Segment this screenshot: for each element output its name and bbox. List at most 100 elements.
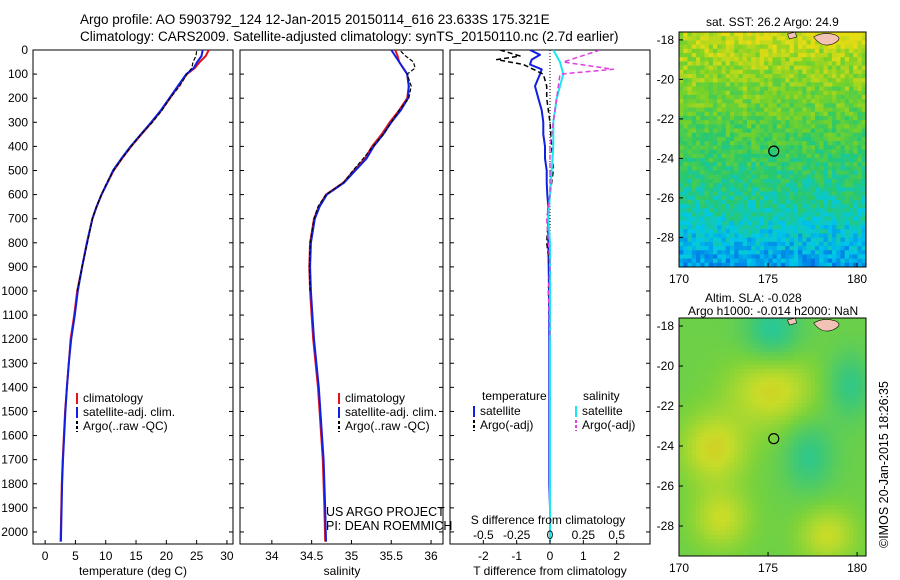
- map-cell: [696, 500, 701, 506]
- map-cell: [734, 216, 739, 222]
- map-cell: [798, 204, 803, 209]
- map-cell: [793, 449, 799, 455]
- map-cell: [734, 471, 739, 476]
- map-cell: [700, 369, 705, 374]
- map-cell: [840, 454, 846, 459]
- map-cell: [696, 262, 701, 267]
- map-cell: [755, 99, 761, 104]
- map-cell: [819, 517, 824, 523]
- map-cell: [747, 241, 752, 247]
- map-cell: [776, 99, 782, 104]
- map-cell: [713, 386, 718, 391]
- map-cell: [785, 424, 790, 429]
- map-cell: [700, 103, 705, 109]
- map-cell: [849, 496, 854, 502]
- map-cell: [819, 505, 824, 510]
- map-cell: [717, 61, 722, 67]
- map-cell: [793, 369, 799, 374]
- map-cell: [734, 204, 739, 209]
- map-cell: [819, 471, 824, 476]
- map-cell: [700, 212, 705, 218]
- map-cell: [810, 52, 816, 58]
- map-cell: [802, 107, 807, 113]
- map-cell: [721, 420, 727, 425]
- map-cell: [798, 107, 803, 113]
- map-cell: [751, 530, 756, 536]
- map-cell: [776, 330, 782, 336]
- map-cell: [832, 183, 837, 188]
- map-cell: [827, 183, 833, 188]
- map-cell: [802, 57, 807, 62]
- map-cell: [819, 454, 824, 459]
- map-cell: [802, 437, 807, 442]
- map-cell: [747, 258, 752, 264]
- map-cell: [742, 183, 748, 188]
- map-cell: [772, 157, 778, 163]
- map-cell: [768, 195, 773, 201]
- map-cell: [857, 149, 863, 155]
- map-cell: [785, 115, 790, 121]
- map-cell: [849, 107, 854, 113]
- map-cell: [738, 258, 744, 264]
- map-cell: [853, 204, 858, 209]
- map-cell: [819, 488, 824, 493]
- map-cell: [687, 411, 693, 417]
- map-cell: [751, 330, 756, 336]
- map-cell: [785, 94, 790, 100]
- map-cell: [764, 40, 769, 46]
- map-cell: [700, 441, 705, 446]
- map-cell: [713, 162, 718, 167]
- map-cell: [730, 390, 735, 395]
- map-cell: [836, 241, 841, 247]
- map-cell: [840, 32, 846, 37]
- map-cell: [832, 505, 837, 510]
- map-cell: [747, 132, 752, 138]
- map-cell: [730, 441, 735, 446]
- map-cell: [815, 360, 820, 366]
- map-cell: [687, 86, 693, 92]
- map-cell: [793, 220, 799, 226]
- map-cell: [764, 411, 769, 417]
- map-cell: [747, 73, 752, 79]
- map-cell: [725, 462, 731, 468]
- depth-axis-labels: 0100200300400500600700800900100011001200…: [1, 43, 28, 539]
- map-cell: [857, 496, 863, 502]
- map-cell: [683, 432, 688, 438]
- map-cell: [768, 124, 773, 130]
- map-cell: [789, 475, 795, 480]
- map-cell: [836, 403, 841, 408]
- map-cell: [789, 522, 795, 527]
- map-cell: [853, 407, 858, 412]
- map-cell: [708, 432, 714, 438]
- map-cell: [806, 229, 812, 234]
- map-cell: [781, 128, 786, 134]
- map-cell: [768, 483, 773, 489]
- map-cell: [776, 530, 782, 536]
- map-cell: [853, 471, 858, 476]
- map-cell: [836, 124, 841, 130]
- map-cell: [725, 322, 731, 327]
- map-cell: [793, 347, 799, 353]
- map-cell: [793, 415, 799, 421]
- map-cell: [853, 78, 858, 83]
- map-cell: [730, 128, 735, 134]
- map-cell: [738, 174, 744, 180]
- map-cell: [793, 199, 799, 205]
- map-cell: [844, 191, 850, 197]
- map-cell: [764, 153, 769, 159]
- map-cell: [772, 233, 778, 239]
- map-cell: [772, 52, 778, 58]
- map-cell: [785, 386, 790, 391]
- map-cell: [781, 471, 786, 476]
- map-cell: [781, 183, 786, 188]
- map-cell: [700, 420, 705, 425]
- map-cell: [857, 166, 863, 171]
- map-cell: [844, 326, 850, 332]
- map-cell: [742, 432, 748, 438]
- map-cell: [810, 500, 816, 506]
- map-cell: [815, 330, 820, 336]
- map-cell: [730, 254, 735, 260]
- map-cell: [815, 500, 820, 506]
- map-cell: [742, 237, 748, 243]
- map-cell: [717, 526, 722, 531]
